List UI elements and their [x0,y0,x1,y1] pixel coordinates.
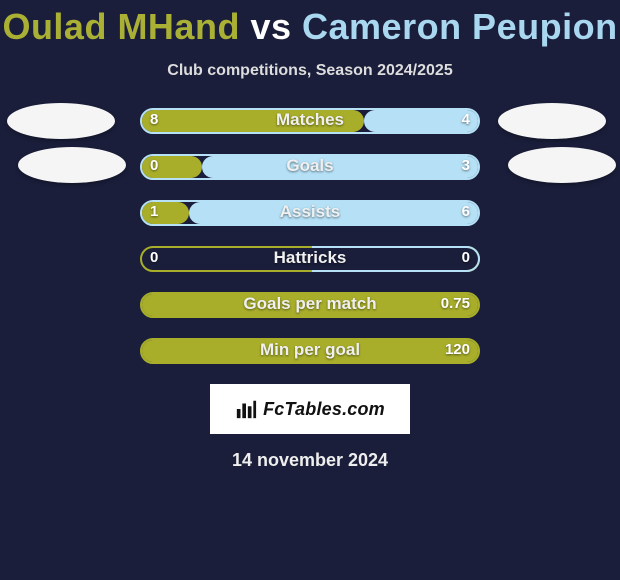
fill-left [142,110,364,132]
stat-row-assists: Assists16 [0,200,620,228]
date-text: 14 november 2024 [0,450,620,471]
stat-track [140,154,480,180]
fill-left [142,294,478,316]
fill-left [142,156,202,178]
fctables-logo: FcTables.com [210,384,410,434]
player1-badge [7,103,115,139]
stat-row-min-per-goal: Min per goal120 [0,338,620,366]
player2-badge [508,147,616,183]
fill-right [189,202,478,224]
fill-right [364,110,478,132]
stat-track [140,108,480,134]
stat-track [140,292,480,318]
subtitle: Club competitions, Season 2024/2025 [0,62,620,80]
stat-row-hattricks: Hattricks00 [0,246,620,274]
logo-text: FcTables.com [263,399,385,420]
vs-text: vs [250,6,291,47]
fill-right [202,156,478,178]
fill-left [142,340,478,362]
page-title: Oulad MHand vs Cameron Peupion [0,0,620,48]
player2-badge [498,103,606,139]
player1-name: Oulad MHand [2,6,240,47]
comparison-chart: Matches84Goals03Assists16Hattricks00Goal… [0,108,620,366]
stat-row-goals-per-match: Goals per match0.75 [0,292,620,320]
bars-icon [235,398,257,420]
fill-left [142,202,189,224]
player2-name: Cameron Peupion [302,6,618,47]
stat-track [140,200,480,226]
stat-track [140,338,480,364]
player1-badge [18,147,126,183]
stat-track [140,246,480,272]
